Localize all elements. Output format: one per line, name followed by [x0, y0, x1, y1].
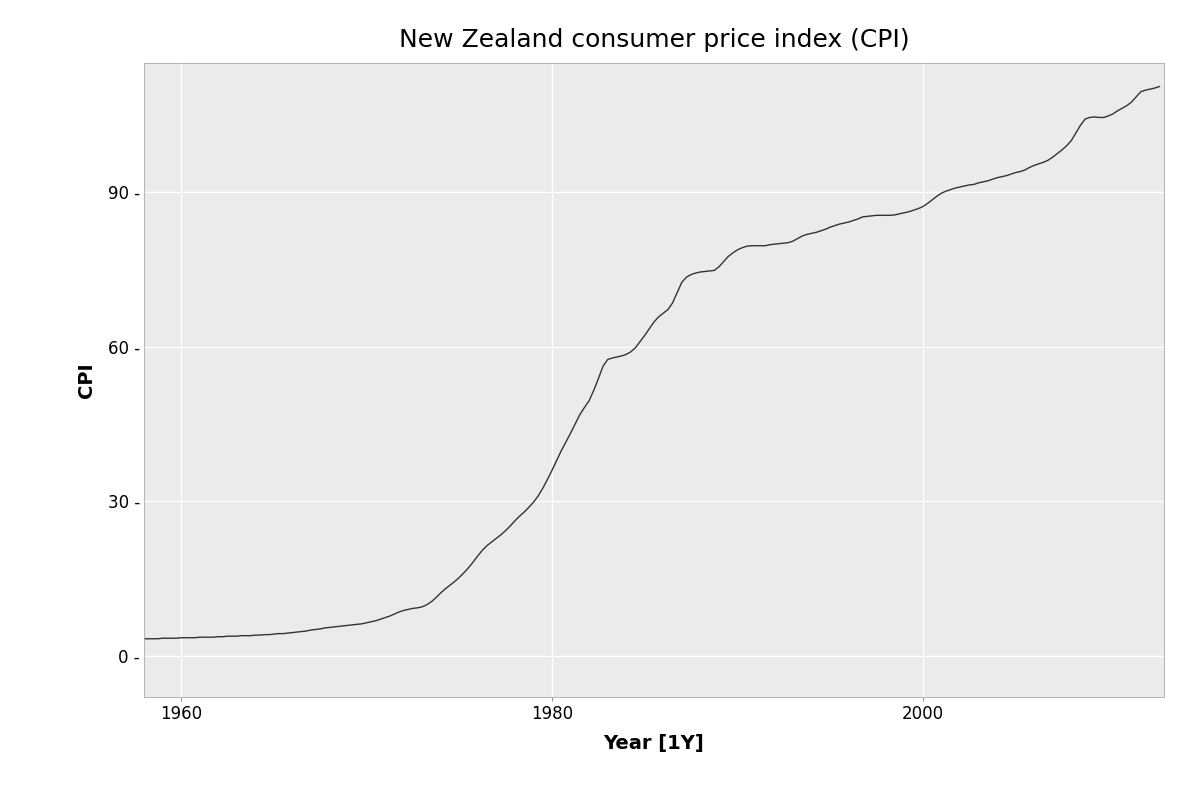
Title: New Zealand consumer price index (CPI): New Zealand consumer price index (CPI) [398, 28, 910, 51]
Y-axis label: CPI: CPI [78, 363, 96, 398]
X-axis label: Year [1Y]: Year [1Y] [604, 734, 704, 753]
